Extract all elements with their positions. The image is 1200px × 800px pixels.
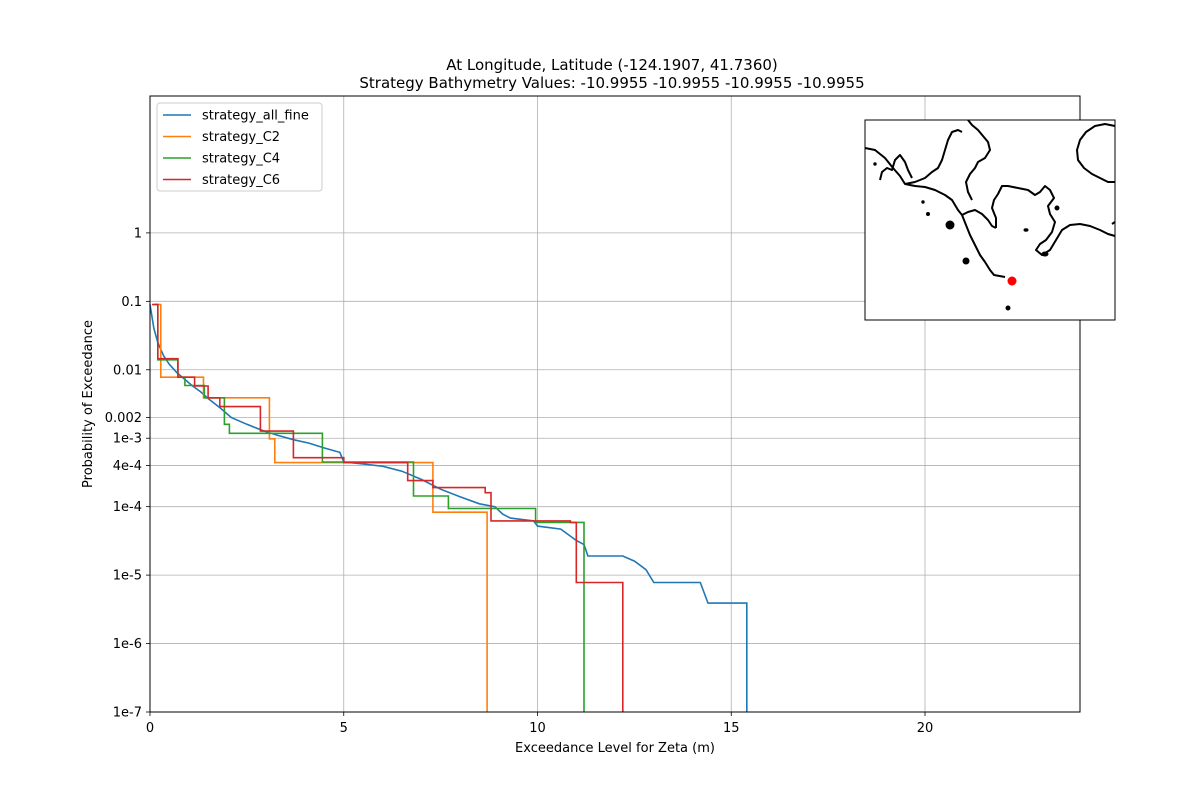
x-tick-label: 20 — [917, 721, 934, 736]
legend-box — [156, 102, 323, 192]
series-line-strategy-C4 — [153, 303, 585, 712]
series-line-strategy-all-fine — [149, 304, 748, 712]
islands — [873, 162, 1060, 311]
x-tick-label: 15 — [723, 721, 740, 736]
y-tick-label: 4e-4 — [113, 459, 142, 474]
x-tick-label: 0 — [146, 721, 154, 736]
y-tick-label: 0.01 — [113, 363, 142, 378]
series-line-strategy-C6 — [151, 303, 624, 712]
y-tick-label: 1e-5 — [113, 569, 142, 584]
x-tick-label: 5 — [340, 721, 348, 736]
tick-layer: 0 5 10 15 20 1 0.1 0.01 0.002 1e-3 4e-4 1e-4 1e-5 1e-… — [105, 226, 933, 736]
location-marker — [1007, 276, 1017, 286]
series-line-strategy-C2 — [153, 303, 488, 712]
grid-layer — [149, 96, 1080, 713]
coastline — [864, 119, 1116, 278]
y-tick-label: 1e-6 — [113, 637, 142, 652]
legend-label-strategy-C4: strategy_C4 — [202, 152, 280, 167]
x-axis-label: Exceedance Level for Zeta (m) — [515, 741, 715, 756]
chart-title-line-2: Strategy Bathymetry Values: -10.9955 -10… — [359, 74, 864, 92]
legend-label-strategy-all-fine: strategy_all_fine — [202, 109, 309, 124]
legend-label-strategy-C6: strategy_C6 — [202, 173, 280, 188]
legend-label-strategy-C2: strategy_C2 — [202, 130, 280, 145]
y-tick-label: 1e-7 — [113, 706, 142, 721]
inset-location-map — [864, 119, 1116, 321]
legend: strategy_all_fine strategy_C2 strategy_C4s… — [156, 102, 323, 192]
y-tick-label: 0.1 — [121, 295, 142, 310]
inset-map-frame — [864, 119, 1116, 321]
y-tick-label: 1 — [134, 226, 142, 241]
y-tick-label: 0.002 — [105, 411, 142, 426]
y-tick-label: 1e-3 — [113, 432, 142, 447]
y-tick-label: 1e-4 — [113, 500, 142, 515]
plot-frame — [149, 95, 1081, 713]
y-axis-label: Probability of Exceedance — [81, 320, 96, 488]
series-layer — [149, 303, 748, 712]
chart-title-line-1: At Longitude, Latitude (-124.1907, 41.73… — [446, 56, 778, 74]
x-tick-label: 10 — [529, 721, 546, 736]
